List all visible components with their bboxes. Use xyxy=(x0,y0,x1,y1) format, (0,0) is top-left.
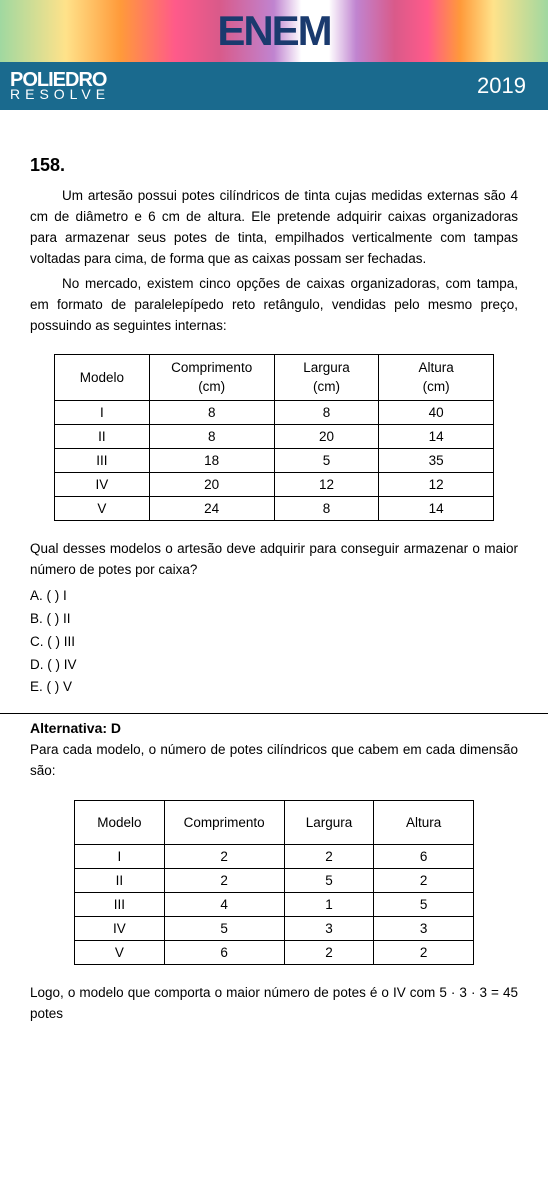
col-largura: Largura xyxy=(284,801,374,845)
year-label: 2019 xyxy=(477,73,526,99)
solution-text: Para cada modelo, o número de potes cilí… xyxy=(30,740,518,782)
table-row: II252 xyxy=(75,869,474,893)
col-comprimento: Comprimento (cm) xyxy=(149,355,274,400)
question-number: 158. xyxy=(30,155,518,176)
cell: 12 xyxy=(274,472,379,496)
option-e: E. ( ) V xyxy=(30,676,518,699)
table-row: IV201212 xyxy=(55,472,494,496)
cell: 14 xyxy=(379,496,494,520)
cell: 2 xyxy=(284,845,374,869)
table-row: III415 xyxy=(75,893,474,917)
option-a: A. ( ) I xyxy=(30,585,518,608)
col-alt-unit: (cm) xyxy=(423,379,450,394)
cell: 5 xyxy=(284,869,374,893)
cell: 2 xyxy=(164,845,284,869)
cell: 8 xyxy=(274,496,379,520)
cell: 20 xyxy=(149,472,274,496)
cell: 12 xyxy=(379,472,494,496)
col-comprimento: Comprimento xyxy=(164,801,284,845)
table-row: I226 xyxy=(75,845,474,869)
cell: II xyxy=(75,869,165,893)
enem-logo: ENEM xyxy=(217,7,330,55)
cell: 5 xyxy=(274,448,379,472)
cell: 20 xyxy=(274,424,379,448)
cell: 6 xyxy=(374,845,474,869)
cell: I xyxy=(55,400,150,424)
cell: 18 xyxy=(149,448,274,472)
cell: 2 xyxy=(374,941,474,965)
cell: 5 xyxy=(164,917,284,941)
col-modelo: Modelo xyxy=(55,355,150,400)
header-brand-bar: POLIEDRO RESOLVE 2019 xyxy=(0,62,548,110)
cell: 40 xyxy=(379,400,494,424)
table-row: III18535 xyxy=(55,448,494,472)
cell: 2 xyxy=(284,941,374,965)
table-row: I8840 xyxy=(55,400,494,424)
col-larg-label: Largura xyxy=(303,360,350,375)
table-row: II82014 xyxy=(55,424,494,448)
cell: 3 xyxy=(374,917,474,941)
cell: 8 xyxy=(149,400,274,424)
cell: V xyxy=(55,496,150,520)
table-row: V622 xyxy=(75,941,474,965)
table-header-row: Modelo Comprimento Largura Altura xyxy=(75,801,474,845)
cell: IV xyxy=(55,472,150,496)
cell: 5 xyxy=(374,893,474,917)
brand-subtitle: RESOLVE xyxy=(10,89,110,101)
col-altura: Altura (cm) xyxy=(379,355,494,400)
cell: 2 xyxy=(164,869,284,893)
cell: 35 xyxy=(379,448,494,472)
cell: 14 xyxy=(379,424,494,448)
question-paragraph-1: Um artesão possui potes cilíndricos de t… xyxy=(30,186,518,270)
table-row: IV533 xyxy=(75,917,474,941)
cell: 8 xyxy=(149,424,274,448)
option-d: D. ( ) IV xyxy=(30,654,518,677)
answer-options: A. ( ) I B. ( ) II C. ( ) III D. ( ) IV … xyxy=(30,585,518,700)
cell: 4 xyxy=(164,893,284,917)
page-content: 158. Um artesão possui potes cilíndricos… xyxy=(0,110,548,1045)
solution-conclusion: Logo, o modelo que comporta o maior núme… xyxy=(30,983,518,1025)
header-colorful-banner: ENEM xyxy=(0,0,548,62)
col-comp-unit: (cm) xyxy=(198,379,225,394)
cell: III xyxy=(75,893,165,917)
cell: 24 xyxy=(149,496,274,520)
table-header-row: Modelo Comprimento (cm) Largura (cm) Alt… xyxy=(55,355,494,400)
table-row: V24814 xyxy=(55,496,494,520)
col-altura: Altura xyxy=(374,801,474,845)
solution-table: Modelo Comprimento Largura Altura I226 I… xyxy=(74,800,474,965)
cell: V xyxy=(75,941,165,965)
cell: 1 xyxy=(284,893,374,917)
question-prompt: Qual desses modelos o artesão deve adqui… xyxy=(30,539,518,581)
cell: 3 xyxy=(284,917,374,941)
cell: 2 xyxy=(374,869,474,893)
cell: IV xyxy=(75,917,165,941)
col-larg-unit: (cm) xyxy=(313,379,340,394)
cell: II xyxy=(55,424,150,448)
divider xyxy=(0,713,548,714)
col-comp-label: Comprimento xyxy=(171,360,252,375)
question-paragraph-2: No mercado, existem cinco opções de caix… xyxy=(30,274,518,337)
cell: III xyxy=(55,448,150,472)
option-b: B. ( ) II xyxy=(30,608,518,631)
cell: 6 xyxy=(164,941,284,965)
answer-key: Alternativa: D xyxy=(30,720,518,736)
col-alt-label: Altura xyxy=(419,360,454,375)
brand-block: POLIEDRO RESOLVE xyxy=(10,72,110,101)
cell: I xyxy=(75,845,165,869)
cell: 8 xyxy=(274,400,379,424)
col-modelo: Modelo xyxy=(75,801,165,845)
data-table-dimensions: Modelo Comprimento (cm) Largura (cm) Alt… xyxy=(54,354,494,520)
col-largura: Largura (cm) xyxy=(274,355,379,400)
option-c: C. ( ) III xyxy=(30,631,518,654)
